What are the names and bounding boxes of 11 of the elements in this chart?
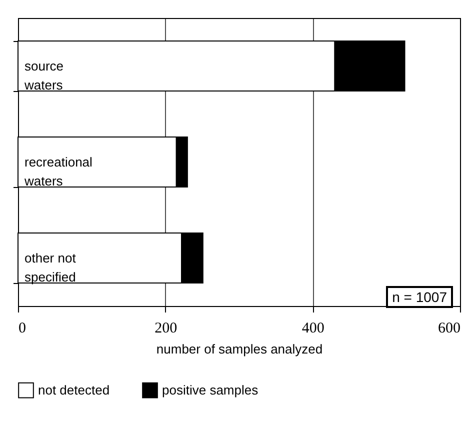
x-tick-label: 400 [302, 320, 324, 336]
legend-label: positive samples [162, 382, 259, 398]
y-tick-label: other not specified [24, 250, 76, 284]
y-tick-label: source waters [24, 58, 64, 92]
annotation: n = 1007 [386, 286, 453, 308]
x-tick-label: 0 [18, 320, 26, 336]
x-axis-title: number of samples analyzed [156, 342, 323, 356]
legend-label: not detected [38, 382, 110, 398]
x-tick-label: 600 [438, 320, 460, 336]
x-tick-label: 200 [154, 320, 178, 336]
y-tick-label: recreational waters [24, 154, 93, 188]
